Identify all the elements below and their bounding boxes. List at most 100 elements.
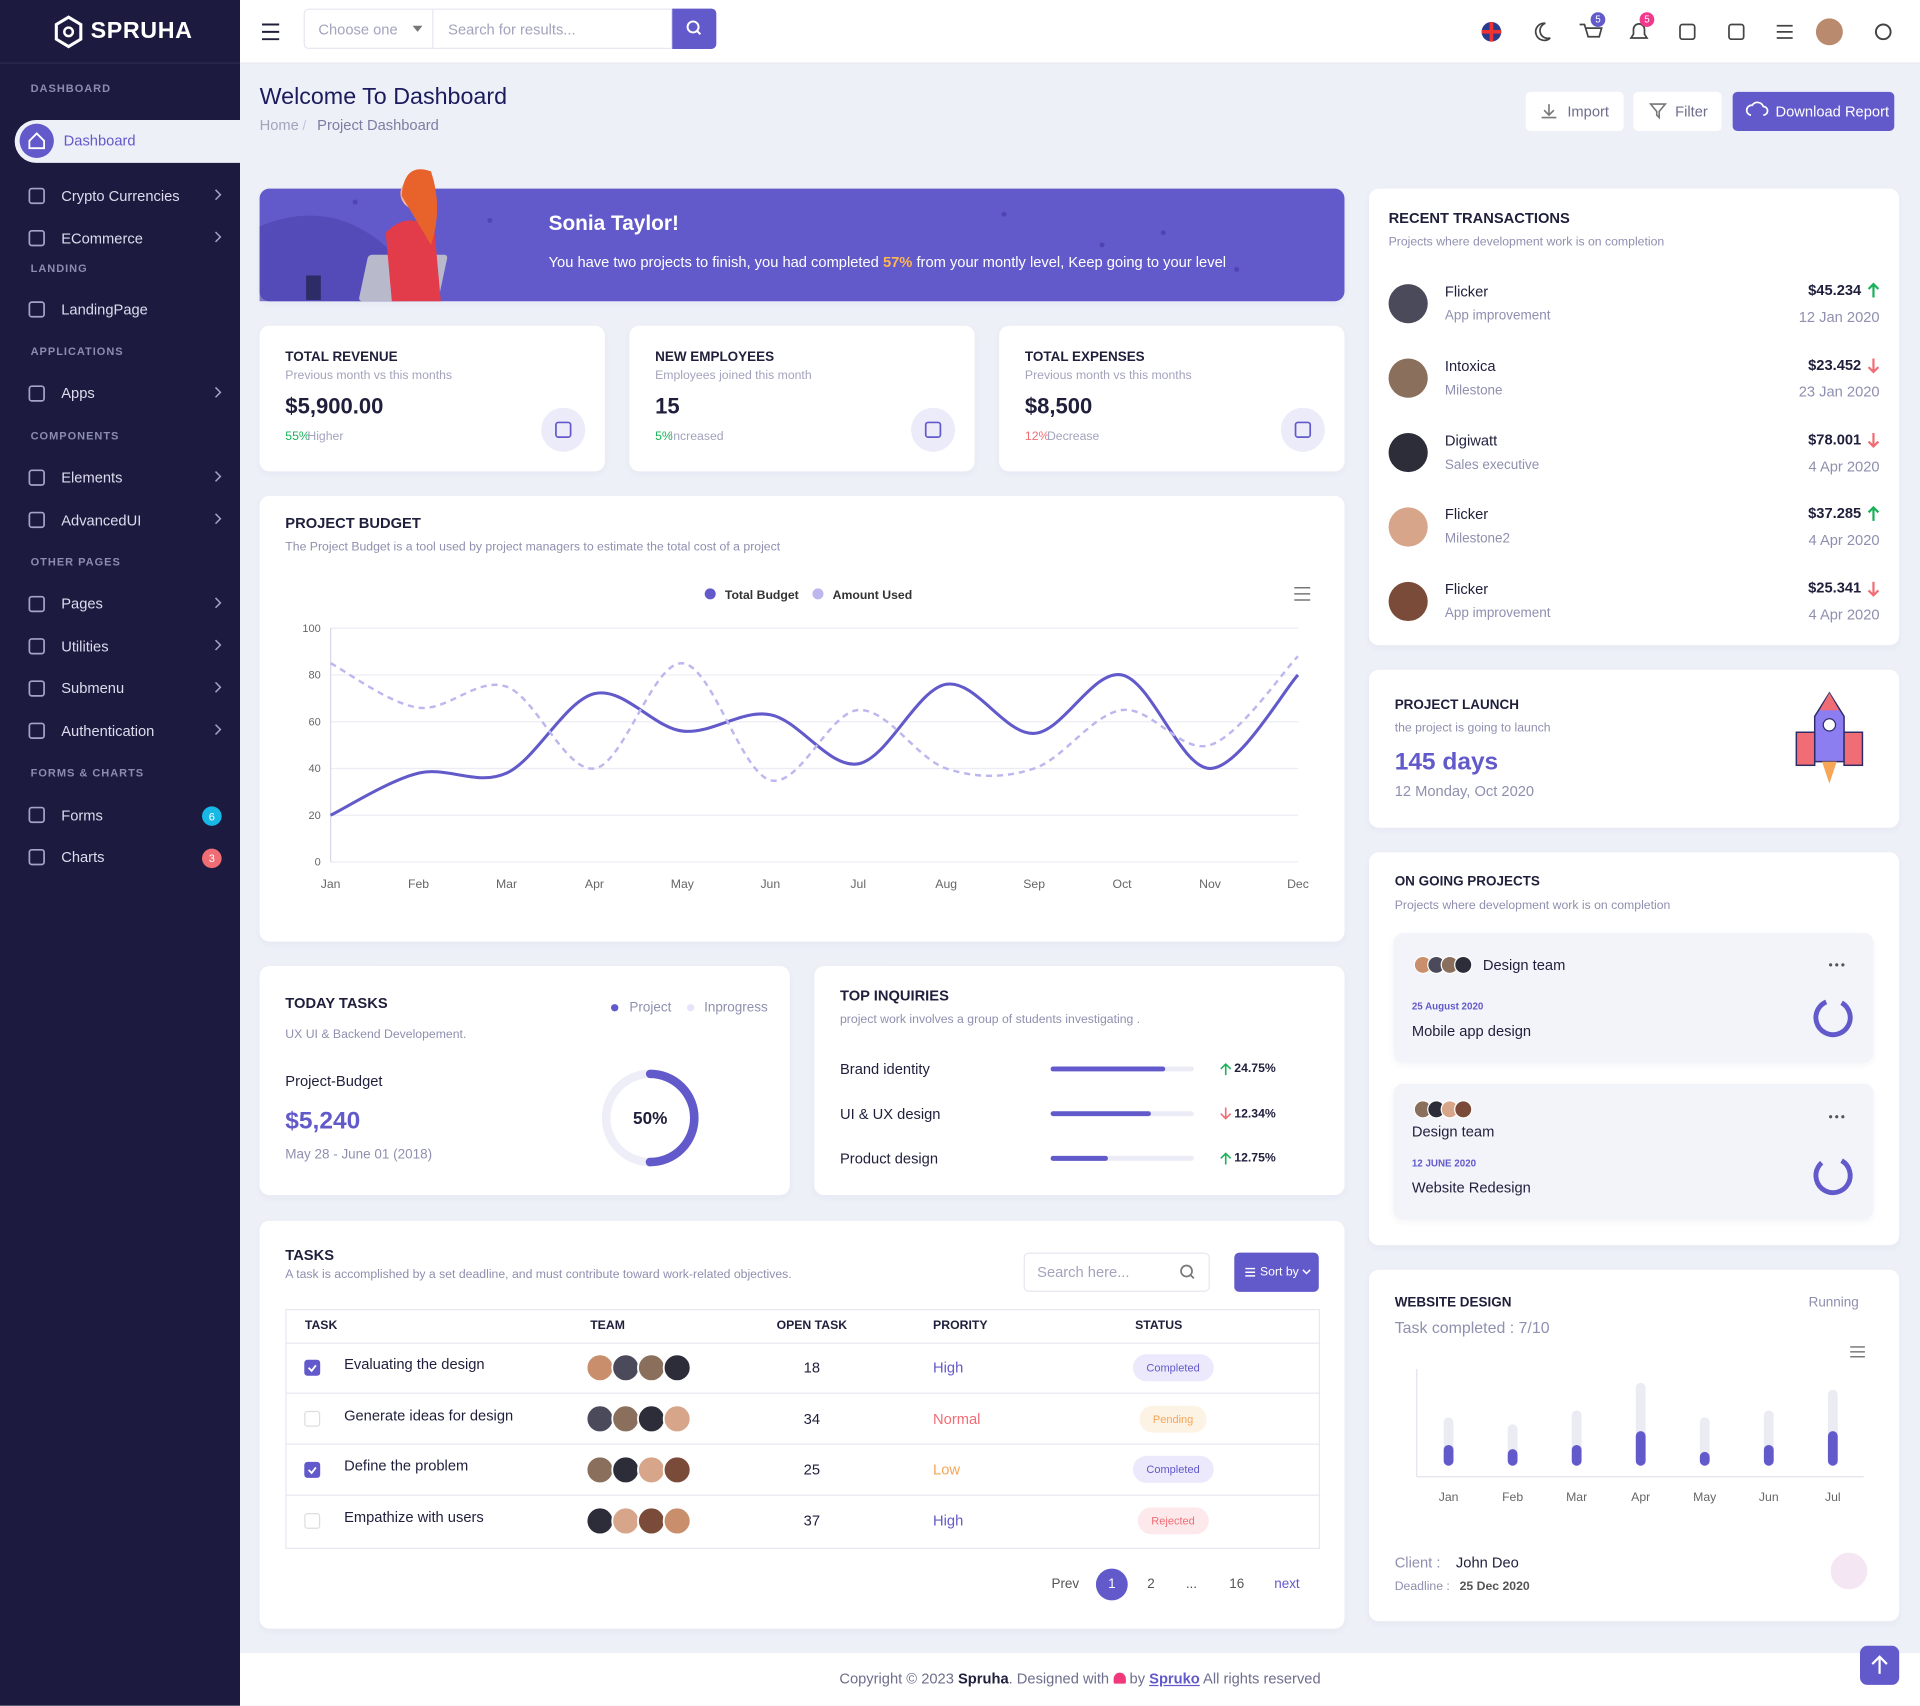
nav-item[interactable]: AdvancedUI [61,511,142,529]
open-tasks: 18 [803,1359,821,1377]
select-placeholder: Choose one [318,20,398,38]
sort-label[interactable]: Sort by [1260,1265,1299,1279]
nav-item[interactable]: Charts [61,848,105,866]
page-link[interactable]: ... [1185,1577,1198,1592]
status-badge: Rejected [1137,1507,1209,1535]
stat-subtitle: Employees joined this month [655,369,812,383]
x-tick-label: Apr [585,877,604,891]
inquiry-label: UI & UX design [840,1105,941,1123]
active-icon-bg [19,123,54,158]
priority: High [933,1359,964,1377]
x-tick-label: Jun [760,877,780,891]
stat-value: $8,500 [1024,393,1093,419]
progress-label: 50% [633,1108,668,1128]
card-title: ON GOING PROJECTS [1394,874,1540,889]
chevron [214,681,222,693]
scroll-top-arrow [1871,1655,1888,1674]
chevron [214,231,222,243]
company-link[interactable]: Spruko [1149,1670,1200,1688]
card-subtitle: project work involves a group of student… [840,1013,1141,1027]
stat-title: NEW EMPLOYEES [655,350,775,365]
checkbox[interactable] [304,1461,321,1478]
page-active [1095,1568,1128,1601]
transaction-amount: $37.285 [1808,504,1862,523]
nav-item[interactable]: Submenu [61,679,125,698]
tasks-table [285,1308,1321,1549]
cart-icon [1579,23,1603,38]
page-link[interactable]: 1 [1108,1577,1116,1592]
icon [28,385,45,402]
inquiry-change: 24.75% [1234,1062,1276,1076]
page-link[interactable]: 2 [1147,1577,1155,1592]
transaction-amount: $78.001 [1808,430,1862,448]
nav-item[interactable]: Forms [61,806,103,824]
stat-change-text: Increased [669,430,724,444]
nav-item[interactable]: Utilities [61,637,109,655]
budget-date: May 28 - June 01 (2018) [285,1147,433,1163]
y-tick-label: 20 [309,810,321,822]
download-button[interactable] [1732,91,1895,132]
icon [28,301,45,318]
brand: SPRUHA [90,18,193,45]
rocket-fin [1843,731,1864,767]
page-link[interactable]: 16 [1229,1577,1245,1592]
budget-label: Project-Budget [285,1072,383,1090]
bar [1571,1444,1582,1466]
icon [28,680,45,697]
button-label[interactable]: Download Report [1775,102,1890,121]
checkbox[interactable] [304,1359,321,1376]
project-date: 25 August 2020 [1411,1001,1484,1013]
import-button[interactable] [1525,91,1624,132]
x-tick-label: May [1693,1490,1717,1504]
import-icon [1541,104,1557,119]
nav-item[interactable]: Elements [61,469,123,487]
status-badge: Pending [1139,1405,1207,1433]
notification-badge [1639,12,1655,27]
nav-item[interactable]: Apps [61,384,95,403]
transaction-name: Intoxica [1444,357,1496,375]
banner-dot [352,199,358,205]
transaction-amount: $45.234 [1808,281,1862,299]
legend-label: Inprogress [704,1000,768,1016]
legend-marker [686,1004,695,1012]
x-tick-label: Mar [496,877,517,891]
checkbox[interactable] [304,1512,321,1529]
client-label: Client : [1394,1553,1441,1572]
nav-item[interactable]: Dashboard [63,132,136,150]
chevron [214,724,222,735]
icon [28,638,45,655]
nav-item[interactable]: Pages [61,595,103,613]
nav-item[interactable]: LandingPage [61,300,148,318]
client-logo [1830,1552,1868,1590]
cloud-icon [1745,101,1769,116]
nav-item[interactable]: Crypto Currencies [61,187,180,205]
filter-button[interactable] [1633,91,1722,132]
progress-bar [1050,1111,1151,1117]
page-link[interactable]: next [1274,1577,1300,1592]
button-label[interactable]: Filter [1675,102,1708,121]
priority: High [933,1512,964,1530]
nav-item[interactable]: Authentication [61,722,155,740]
transaction-date: 4 Apr 2020 [1808,606,1880,624]
banner-text-part: 57% [882,253,913,271]
breadcrumb[interactable]: Home [259,116,299,134]
series-line [330,655,1299,782]
transaction-detail: Milestone2 [1444,531,1511,547]
open-tasks: 37 [803,1512,821,1530]
logo-dot [63,26,75,38]
nav-item[interactable]: ECommerce [61,229,143,247]
checkmark [307,1466,317,1475]
icon [28,469,45,486]
status: Running [1808,1295,1859,1311]
rocket-flame [1822,761,1837,784]
checkbox[interactable] [304,1410,321,1427]
button-label[interactable]: Import [1567,102,1609,121]
icon [28,722,45,739]
page-link[interactable]: Prev [1051,1577,1080,1592]
search-input[interactable] [433,8,673,49]
top-header [240,0,1920,64]
section-title: COMPONENTS [30,429,120,442]
search-button[interactable] [672,8,717,49]
tasks-search[interactable] [1023,1252,1210,1292]
deadline: 25 Dec 2020 [1459,1580,1530,1594]
